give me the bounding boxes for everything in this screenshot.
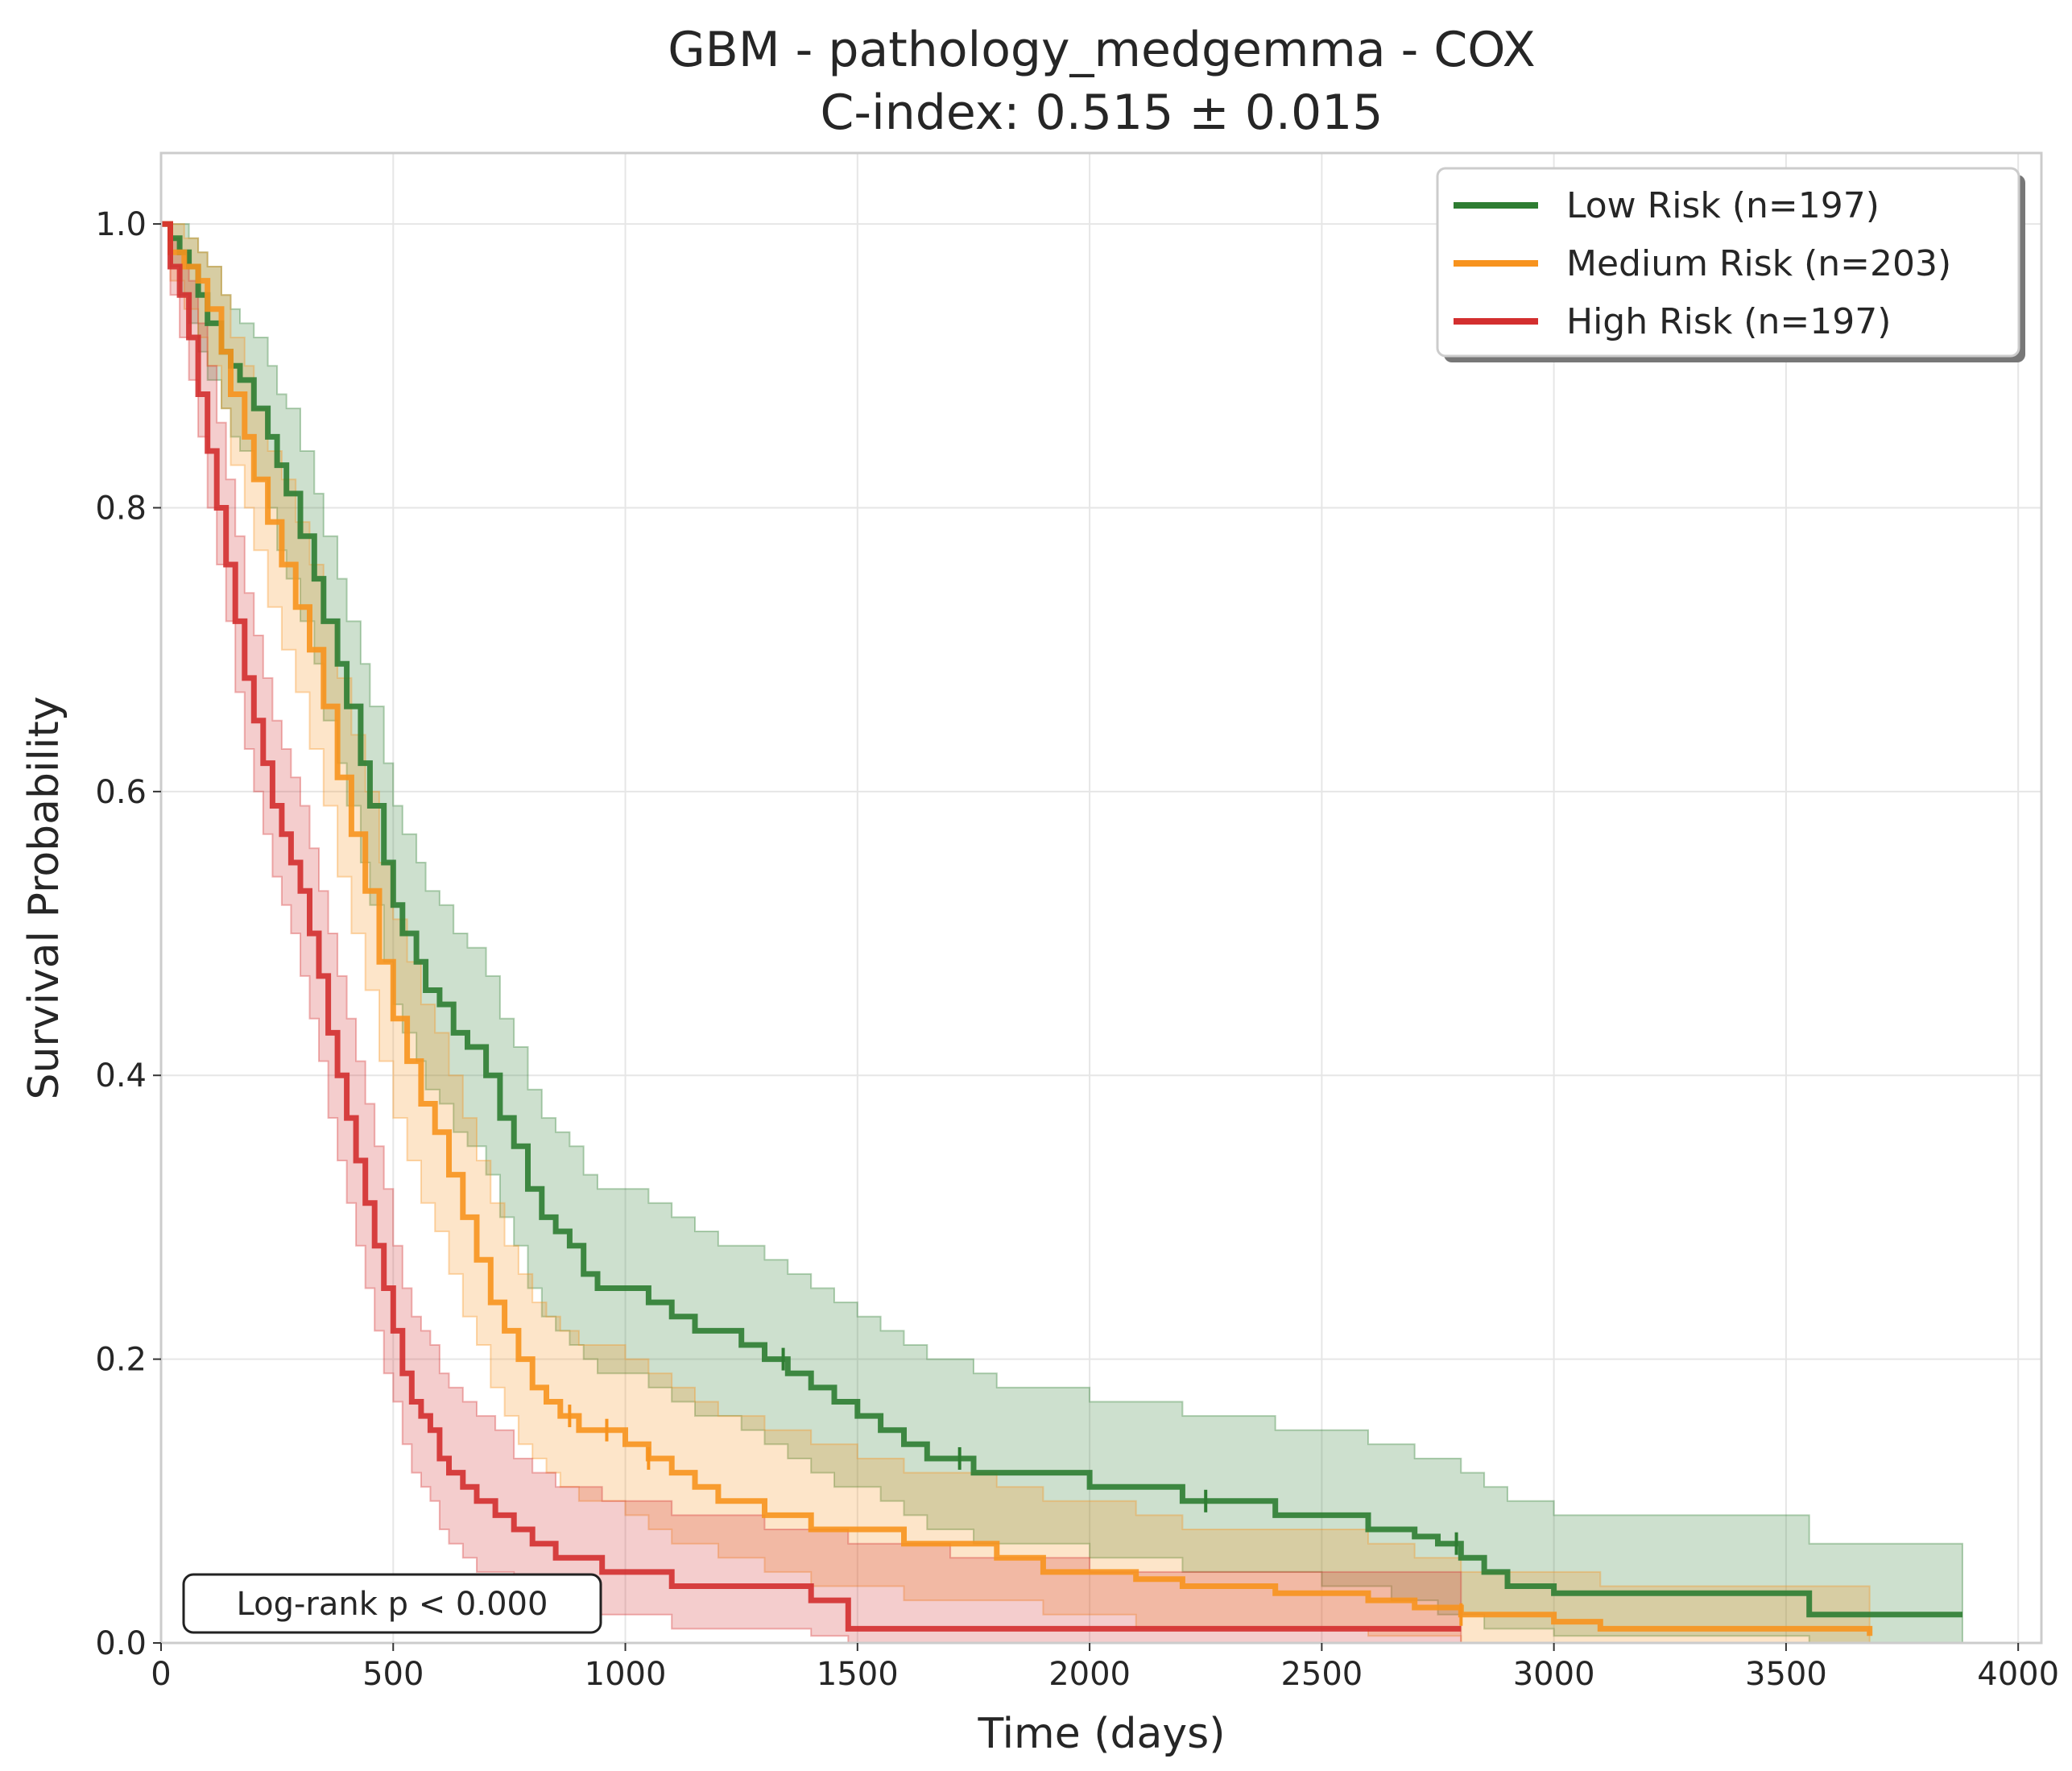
medium-risk-curve	[161, 221, 1873, 1637]
survival-curves	[161, 221, 1962, 1637]
y-axis-ticks: 0.0 0.2 0.4 0.6 0.8 1.0	[95, 206, 161, 1662]
x-axis-ticks: 0 500 1000 1500 2000 2500 3000 3500 4000	[151, 1643, 2059, 1693]
x-axis-label: Time (days)	[977, 1710, 1225, 1758]
x-tick-label: 2000	[1048, 1656, 1131, 1693]
logrank-text: Log-rank p < 0.000	[237, 1586, 548, 1623]
high-risk-curve	[161, 221, 1462, 1632]
y-tick-label: 0.8	[95, 490, 147, 527]
x-tick-label: 3500	[1745, 1656, 1827, 1693]
legend: Low Risk (n=197) Medium Risk (n=203) High …	[1436, 167, 2025, 362]
chart-subtitle: C-index: 0.515 ± 0.015	[821, 85, 1383, 141]
x-tick-label: 4000	[1977, 1656, 2059, 1693]
x-tick-label: 1000	[585, 1656, 667, 1693]
legend-label: Medium Risk (n=203)	[1566, 243, 1951, 284]
chart-title: GBM - pathology_medgemma - COX	[668, 22, 1536, 78]
logrank-annotation: Log-rank p < 0.000	[182, 1573, 602, 1634]
x-tick-label: 500	[362, 1656, 424, 1693]
x-tick-label: 3000	[1513, 1656, 1595, 1693]
y-tick-label: 0.0	[95, 1625, 147, 1662]
plot-frame	[159, 151, 2043, 1645]
annotation-box	[182, 1573, 602, 1634]
y-tick-label: 0.6	[95, 774, 147, 811]
x-tick-label: 1500	[817, 1656, 899, 1693]
x-tick-label: 2500	[1280, 1656, 1363, 1693]
legend-box	[1436, 167, 2020, 358]
y-axis-label: Survival Probability	[20, 696, 68, 1099]
y-tick-label: 0.2	[95, 1342, 147, 1379]
censor-marks	[568, 1347, 1463, 1626]
legend-label: High Risk (n=197)	[1566, 301, 1891, 342]
legend-label: Low Risk (n=197)	[1566, 185, 1880, 226]
x-tick-label: 0	[151, 1656, 171, 1693]
y-tick-label: 0.4	[95, 1057, 147, 1094]
legend-items: Low Risk (n=197) Medium Risk (n=203) High …	[1454, 185, 1951, 342]
y-tick-label: 1.0	[95, 206, 147, 243]
low-risk-curve	[161, 221, 1962, 1618]
high-risk-ci-band	[161, 223, 1462, 1644]
